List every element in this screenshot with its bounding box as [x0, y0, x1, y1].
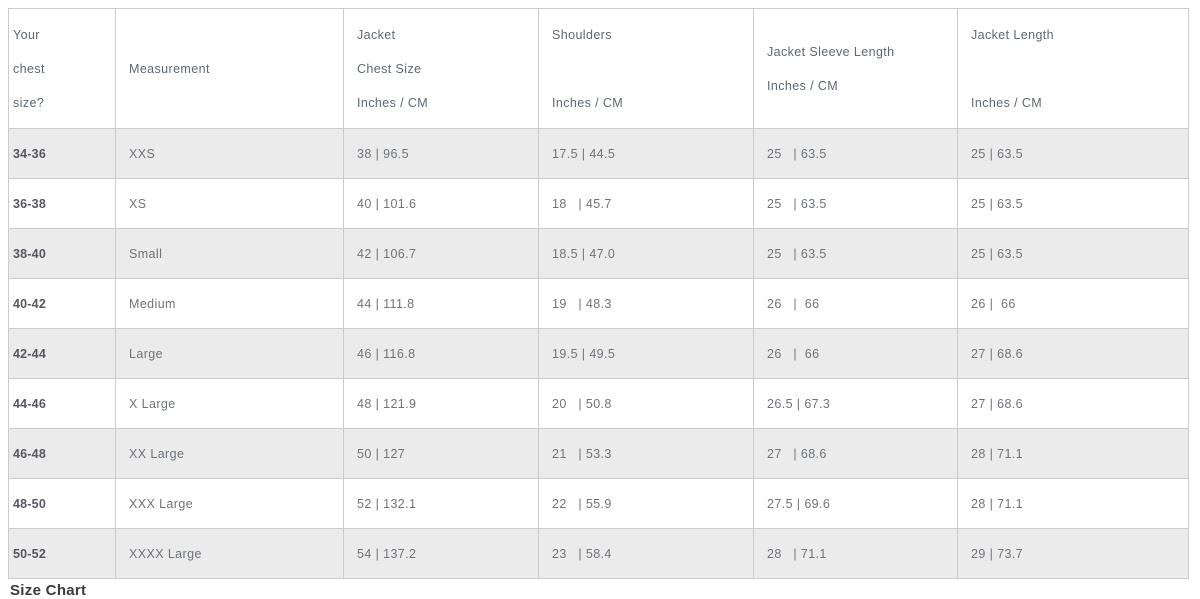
column-header-line: Jacket Sleeve Length [767, 44, 895, 59]
size-chart-table: Your chest size? Measurement Jacket Chest Siz… [8, 8, 1189, 579]
cell-jacket-sleeve-length: 25 | 63.5 [753, 128, 958, 179]
cell-measurement: XXX Large [115, 478, 344, 529]
cell-your-chest-size: 34-36 [8, 128, 116, 179]
cell-jacket-sleeve-length: 26 | 66 [753, 278, 958, 329]
column-header-jacket-length: Jacket Length Inches / CM [957, 8, 1189, 129]
column-header-line: Inches / CM [767, 78, 839, 93]
cell-measurement: XXS [115, 128, 344, 179]
column-header-line: Chest Size [357, 61, 422, 76]
cell-shoulders: 19.5 | 49.5 [538, 328, 754, 379]
cell-jacket-chest-size: 54 | 137.2 [343, 528, 539, 579]
cell-measurement: Medium [115, 278, 344, 329]
column-header-jacket-chest-size: Jacket Chest Size Inches / CM [343, 8, 539, 129]
cell-jacket-chest-size: 38 | 96.5 [343, 128, 539, 179]
table-row: 50-52 XXXX Large 54 | 137.2 23 | 58.4 28 | 7… [8, 528, 1189, 579]
cell-jacket-chest-size: 48 | 121.9 [343, 378, 539, 429]
table-row: 48-50 XXX Large 52 | 132.1 22 | 55.9 27.5 | … [8, 478, 1189, 529]
table-row: 42-44 Large 46 | 116.8 19.5 | 49.5 26 | 66 27… [8, 328, 1189, 379]
column-header-jacket-sleeve-length: Jacket Sleeve Length Inches / CM [753, 8, 958, 129]
table-row: 44-46 X Large 48 | 121.9 20 | 50.8 26.5 | 67… [8, 378, 1189, 429]
table-header: Your chest size? Measurement Jacket Chest Siz… [8, 8, 1189, 129]
cell-jacket-chest-size: 40 | 101.6 [343, 178, 539, 229]
table-row: 36-38 XS 40 | 101.6 18 | 45.7 25 | 63.5 25 | … [8, 178, 1189, 229]
size-chart-heading: Size Chart [10, 582, 87, 599]
cell-shoulders: 17.5 | 44.5 [538, 128, 754, 179]
cell-your-chest-size: 44-46 [8, 378, 116, 429]
cell-jacket-sleeve-length: 26 | 66 [753, 328, 958, 379]
column-header-line: Jacket Length [971, 27, 1055, 42]
cell-jacket-chest-size: 42 | 106.7 [343, 228, 539, 279]
cell-shoulders: 20 | 50.8 [538, 378, 754, 429]
cell-jacket-sleeve-length: 26.5 | 67.3 [753, 378, 958, 429]
cell-shoulders: 23 | 58.4 [538, 528, 754, 579]
cell-your-chest-size: 38-40 [8, 228, 116, 279]
cell-measurement: XXXX Large [115, 528, 344, 579]
cell-jacket-length: 25 | 63.5 [957, 128, 1189, 179]
cell-jacket-sleeve-length: 25 | 63.5 [753, 178, 958, 229]
cell-your-chest-size: 42-44 [8, 328, 116, 379]
cell-jacket-chest-size: 52 | 132.1 [343, 478, 539, 529]
column-header-line: Inches / CM [552, 95, 624, 110]
column-header-shoulders: Shoulders Inches / CM [538, 8, 754, 129]
cell-jacket-length: 26 | 66 [957, 278, 1189, 329]
cell-jacket-length: 25 | 63.5 [957, 178, 1189, 229]
column-header-line: Shoulders [552, 27, 612, 42]
header-row: Your chest size? Measurement Jacket Chest Siz… [8, 8, 1189, 129]
cell-shoulders: 19 | 48.3 [538, 278, 754, 329]
cell-your-chest-size: 50-52 [8, 528, 116, 579]
cell-jacket-length: 29 | 73.7 [957, 528, 1189, 579]
table-row: 40-42 Medium 44 | 111.8 19 | 48.3 26 | 66 26 … [8, 278, 1189, 329]
column-header-line: Your [13, 27, 40, 42]
cell-shoulders: 18 | 45.7 [538, 178, 754, 229]
cell-measurement: Large [115, 328, 344, 379]
cell-jacket-length: 28 | 71.1 [957, 428, 1189, 479]
cell-shoulders: 21 | 53.3 [538, 428, 754, 479]
table-row: 38-40 Small 42 | 106.7 18.5 | 47.0 25 | 63.5… [8, 228, 1189, 279]
cell-jacket-length: 27 | 68.6 [957, 378, 1189, 429]
cell-measurement: XS [115, 178, 344, 229]
column-header-line: Inches / CM [357, 95, 429, 110]
column-header-measurement: Measurement [115, 8, 344, 129]
cell-your-chest-size: 40-42 [8, 278, 116, 329]
cell-jacket-sleeve-length: 27.5 | 69.6 [753, 478, 958, 529]
cell-jacket-chest-size: 44 | 111.8 [343, 278, 539, 329]
column-header-line [971, 52, 1180, 86]
cell-jacket-sleeve-length: 28 | 71.1 [753, 528, 958, 579]
table-row: 46-48 XX Large 50 | 127 21 | 53.3 27 | 68.6 2… [8, 428, 1189, 479]
column-header-line [552, 52, 745, 86]
cell-jacket-length: 25 | 63.5 [957, 228, 1189, 279]
column-header-line: chest [13, 61, 45, 76]
cell-your-chest-size: 48-50 [8, 478, 116, 529]
table-row: 34-36 XXS 38 | 96.5 17.5 | 44.5 25 | 63.5 25 … [8, 128, 1189, 179]
column-header-line: Inches / CM [971, 95, 1043, 110]
cell-shoulders: 22 | 55.9 [538, 478, 754, 529]
cell-your-chest-size: 46-48 [8, 428, 116, 479]
cell-measurement: Small [115, 228, 344, 279]
cell-jacket-length: 27 | 68.6 [957, 328, 1189, 379]
cell-jacket-sleeve-length: 27 | 68.6 [753, 428, 958, 479]
cell-shoulders: 18.5 | 47.0 [538, 228, 754, 279]
table-body: 34-36 XXS 38 | 96.5 17.5 | 44.5 25 | 63.5 25 … [8, 128, 1189, 579]
cell-jacket-chest-size: 46 | 116.8 [343, 328, 539, 379]
cell-jacket-length: 28 | 71.1 [957, 478, 1189, 529]
column-header-line: Jacket [357, 27, 396, 42]
column-header-line: size? [13, 95, 45, 110]
cell-jacket-chest-size: 50 | 127 [343, 428, 539, 479]
column-header-line: Measurement [129, 61, 210, 76]
cell-jacket-sleeve-length: 25 | 63.5 [753, 228, 958, 279]
cell-measurement: XX Large [115, 428, 344, 479]
cell-measurement: X Large [115, 378, 344, 429]
cell-your-chest-size: 36-38 [8, 178, 116, 229]
column-header-your-chest-size: Your chest size? [8, 8, 116, 129]
